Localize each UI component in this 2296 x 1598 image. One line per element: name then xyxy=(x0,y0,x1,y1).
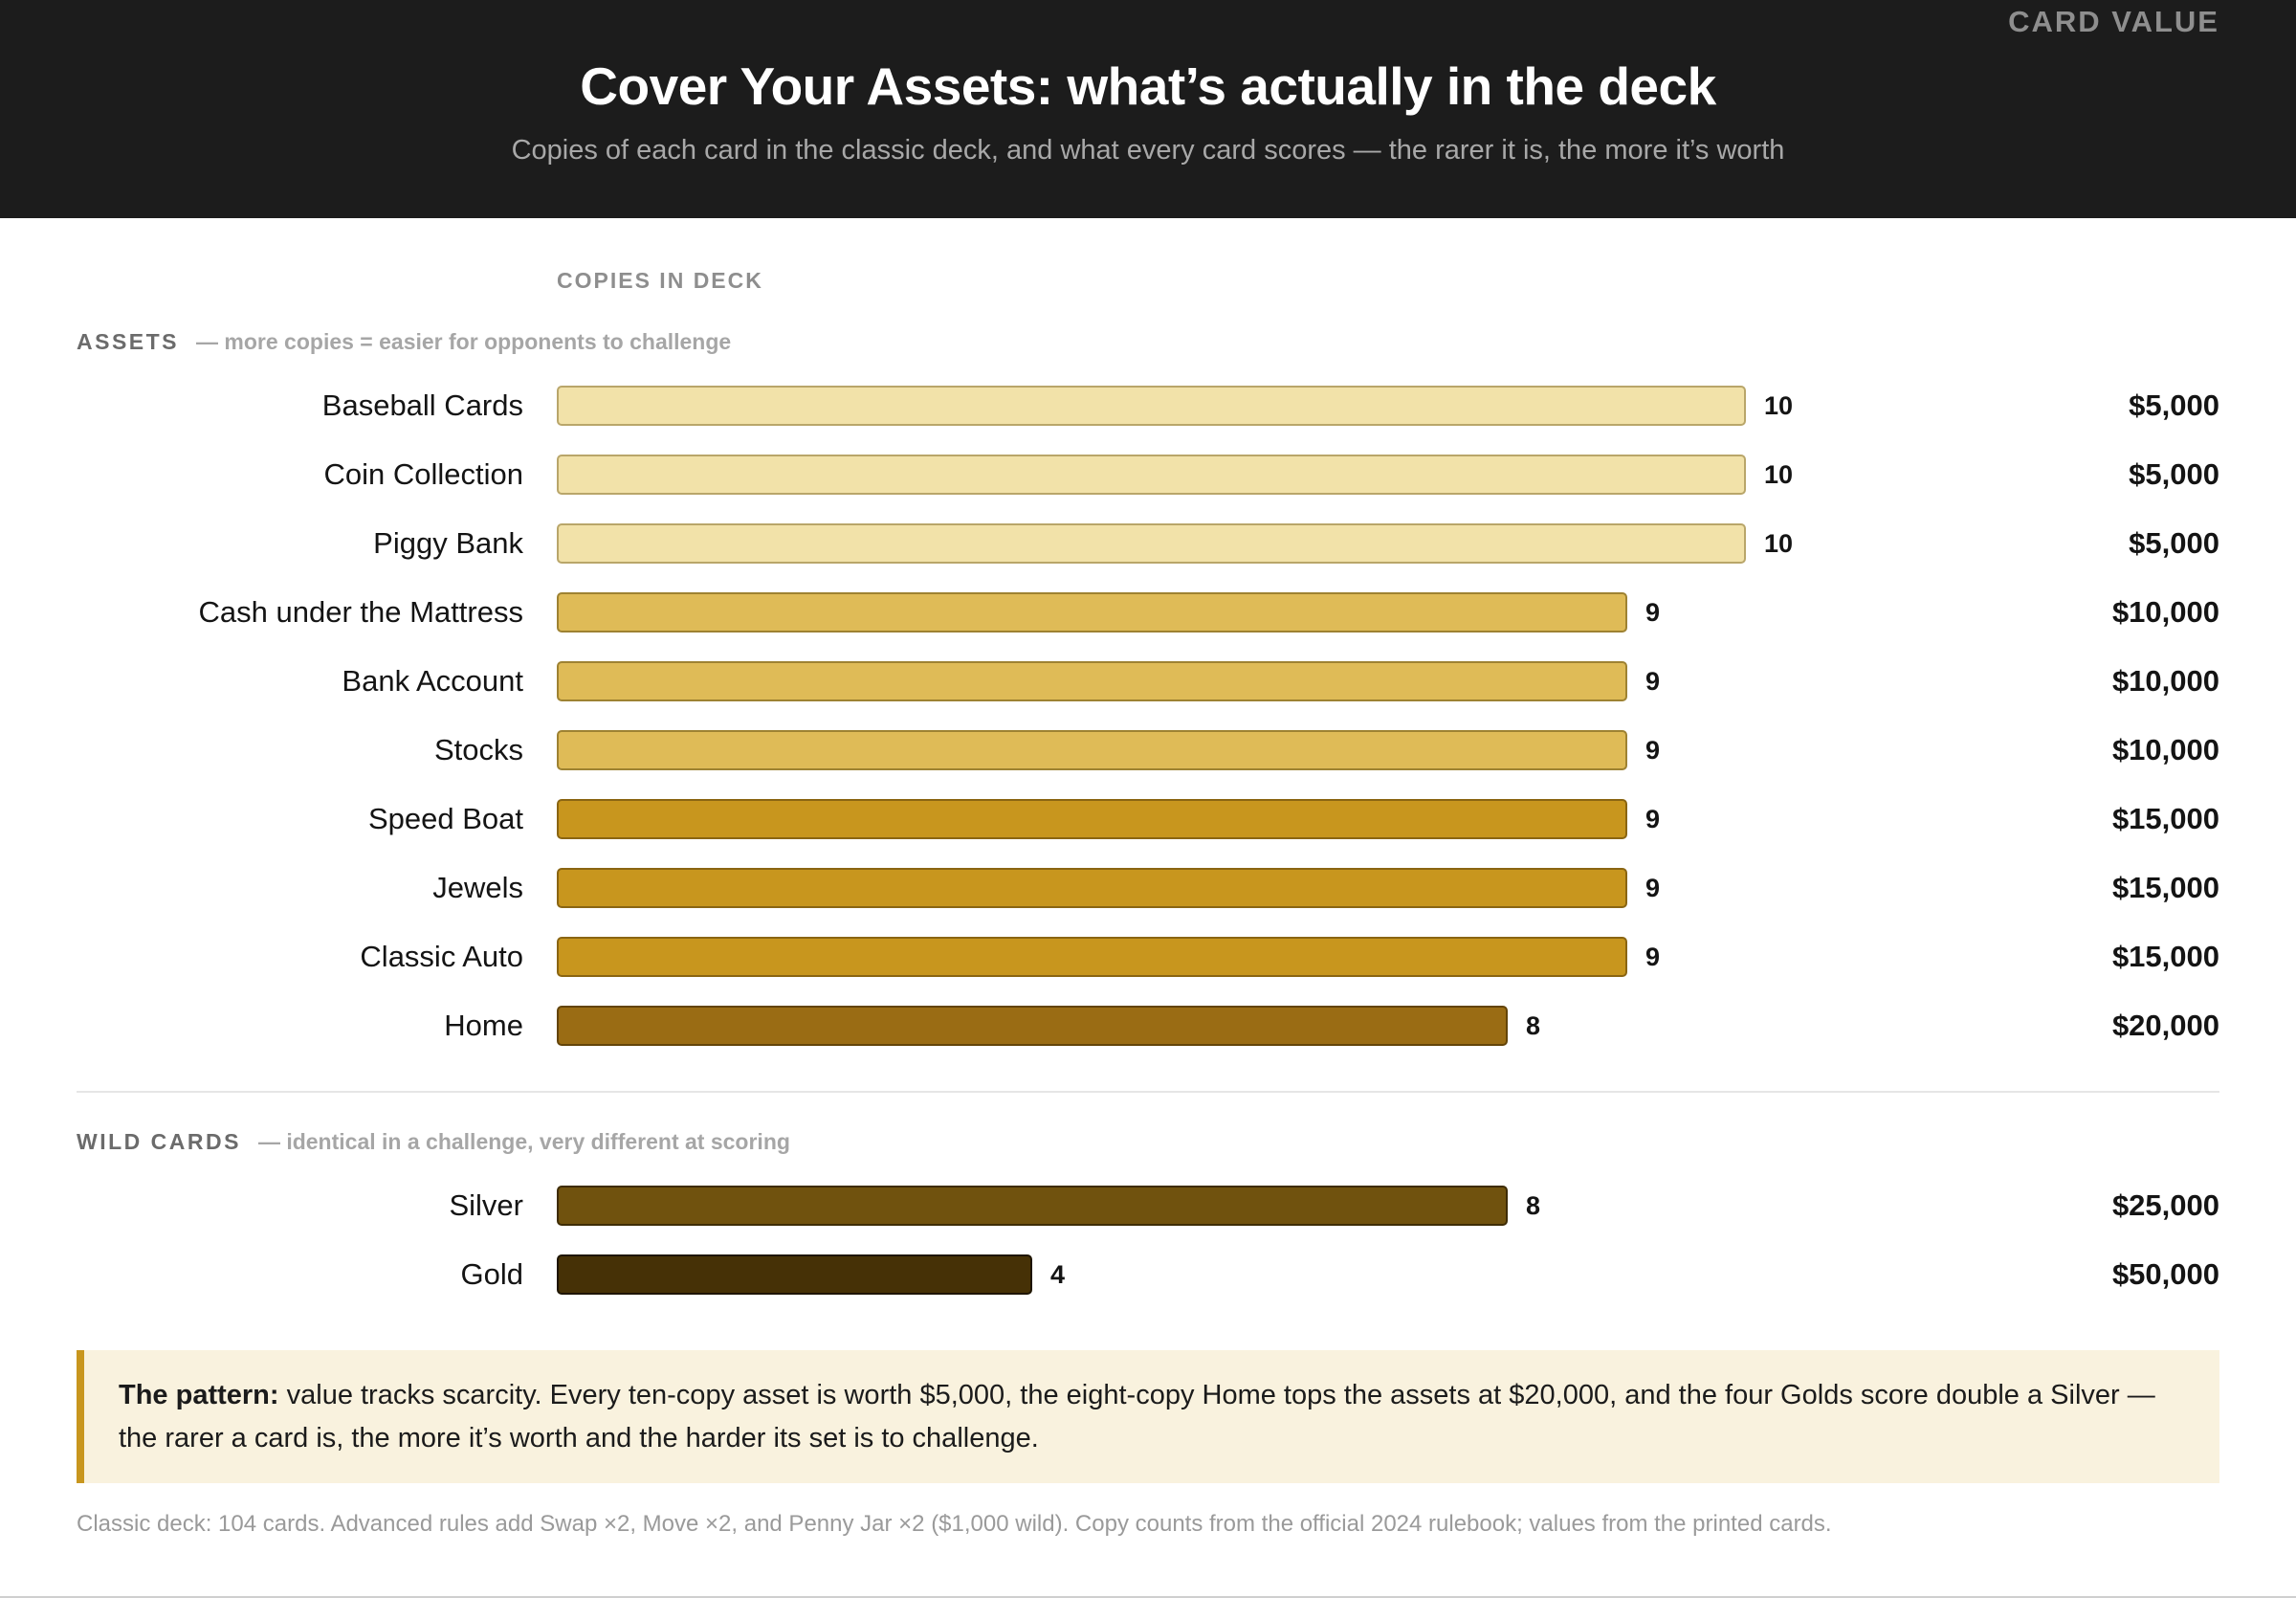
card-value-label: $5,000 xyxy=(2129,526,2219,560)
copies-column-header: COPIES IN DECK xyxy=(557,268,763,293)
section-note: — identical in a challenge, very differe… xyxy=(257,1129,790,1154)
bar-row-classic-auto: Classic Auto 9 $15,000 xyxy=(0,935,2296,979)
bar xyxy=(557,661,1627,701)
copies-data-label: 9 xyxy=(1645,667,1661,696)
bar xyxy=(557,799,1627,839)
category-label: Cash under the Mattress xyxy=(198,595,523,629)
bar-row-speed-boat: Speed Boat 9 $15,000 xyxy=(0,797,2296,841)
category-label: Home xyxy=(444,1009,523,1042)
bar-row-gold: Gold 4 $50,000 xyxy=(0,1253,2296,1297)
copies-data-label: 9 xyxy=(1645,736,1661,765)
category-label: Silver xyxy=(449,1188,523,1222)
copies-data-label: 9 xyxy=(1645,598,1661,627)
value-column-header: CARD VALUE xyxy=(2008,5,2219,38)
category-label: Jewels xyxy=(432,871,523,904)
copies-data-label: 4 xyxy=(1050,1260,1066,1289)
category-label: Gold xyxy=(460,1257,523,1291)
bar xyxy=(557,592,1627,633)
card-value-label: $5,000 xyxy=(2129,457,2219,491)
copies-data-label: 8 xyxy=(1526,1011,1541,1040)
card-value-label: $15,000 xyxy=(2111,871,2219,904)
bar xyxy=(557,455,1746,495)
chart-subtitle: Copies of each card in the classic deck,… xyxy=(511,135,1785,166)
bar xyxy=(557,1006,1508,1046)
card-value-label: $15,000 xyxy=(2111,802,2219,835)
bar-row-bank-account: Bank Account 9 $10,000 xyxy=(0,659,2296,703)
copies-data-label: 10 xyxy=(1764,460,1794,489)
section-name: WILD CARDS xyxy=(77,1129,241,1154)
bar xyxy=(557,1186,1508,1226)
section-note: — more copies = easier for opponents to … xyxy=(196,329,732,354)
bar xyxy=(557,1254,1032,1295)
bar-row-stocks: Stocks 9 $10,000 xyxy=(0,728,2296,772)
bar-row-home: Home 8 $20,000 xyxy=(0,1004,2296,1048)
category-label: Bank Account xyxy=(342,664,523,698)
category-label: Classic Auto xyxy=(360,940,523,973)
bar-row-jewels: Jewels 9 $15,000 xyxy=(0,866,2296,910)
header: Cover Your Assets: what’s actually in th… xyxy=(0,0,2296,218)
section-header-assets: ASSETS — more copies = easier for opponen… xyxy=(77,329,731,355)
callout-lead: The pattern: xyxy=(119,1380,279,1410)
card-value-label: $10,000 xyxy=(2111,664,2219,698)
card-value-label: $10,000 xyxy=(2111,733,2219,766)
section-divider xyxy=(77,1091,2219,1093)
bottom-rule xyxy=(0,1596,2296,1598)
card-value-label: $15,000 xyxy=(2111,940,2219,973)
copies-data-label: 9 xyxy=(1645,805,1661,833)
bar-row-piggy-bank: Piggy Bank 10 $5,000 xyxy=(0,522,2296,566)
card-value-label: $25,000 xyxy=(2111,1188,2219,1222)
card-value-label: $20,000 xyxy=(2111,1009,2219,1042)
section-name: ASSETS xyxy=(77,329,180,354)
bar xyxy=(557,386,1746,426)
card-value-label: $5,000 xyxy=(2129,388,2219,422)
category-label: Piggy Bank xyxy=(373,526,523,560)
footnote: Classic deck: 104 cards. Advanced rules … xyxy=(77,1511,1832,1537)
card-value-label: $10,000 xyxy=(2111,595,2219,629)
pattern-callout: The pattern: value tracks scarcity. Ever… xyxy=(77,1350,2219,1483)
callout-text: value tracks scarcity. Every ten-copy as… xyxy=(119,1380,2155,1454)
copies-data-label: 8 xyxy=(1526,1191,1541,1220)
bar xyxy=(557,523,1746,564)
bar xyxy=(557,937,1627,977)
copies-data-label: 10 xyxy=(1764,529,1794,558)
category-label: Stocks xyxy=(433,733,523,766)
copies-data-label: 10 xyxy=(1764,391,1794,420)
bar-row-coin-collection: Coin Collection 10 $5,000 xyxy=(0,453,2296,497)
chart-title: Cover Your Assets: what’s actually in th… xyxy=(580,56,1716,116)
bar-row-cash-under-the-mattress: Cash under the Mattress 9 $10,000 xyxy=(0,590,2296,634)
bar-row-baseball-cards: Baseball Cards 10 $5,000 xyxy=(0,384,2296,428)
copies-data-label: 9 xyxy=(1645,943,1661,971)
card-value-label: $50,000 xyxy=(2111,1257,2219,1291)
category-label: Coin Collection xyxy=(323,457,524,491)
bar-row-silver: Silver 8 $25,000 xyxy=(0,1184,2296,1228)
copies-data-label: 9 xyxy=(1645,874,1661,902)
category-label: Baseball Cards xyxy=(321,388,523,422)
bar xyxy=(557,868,1627,908)
category-label: Speed Boat xyxy=(367,802,523,835)
section-header-wild-cards: WILD CARDS — identical in a challenge, ve… xyxy=(77,1129,790,1155)
bar xyxy=(557,730,1627,770)
